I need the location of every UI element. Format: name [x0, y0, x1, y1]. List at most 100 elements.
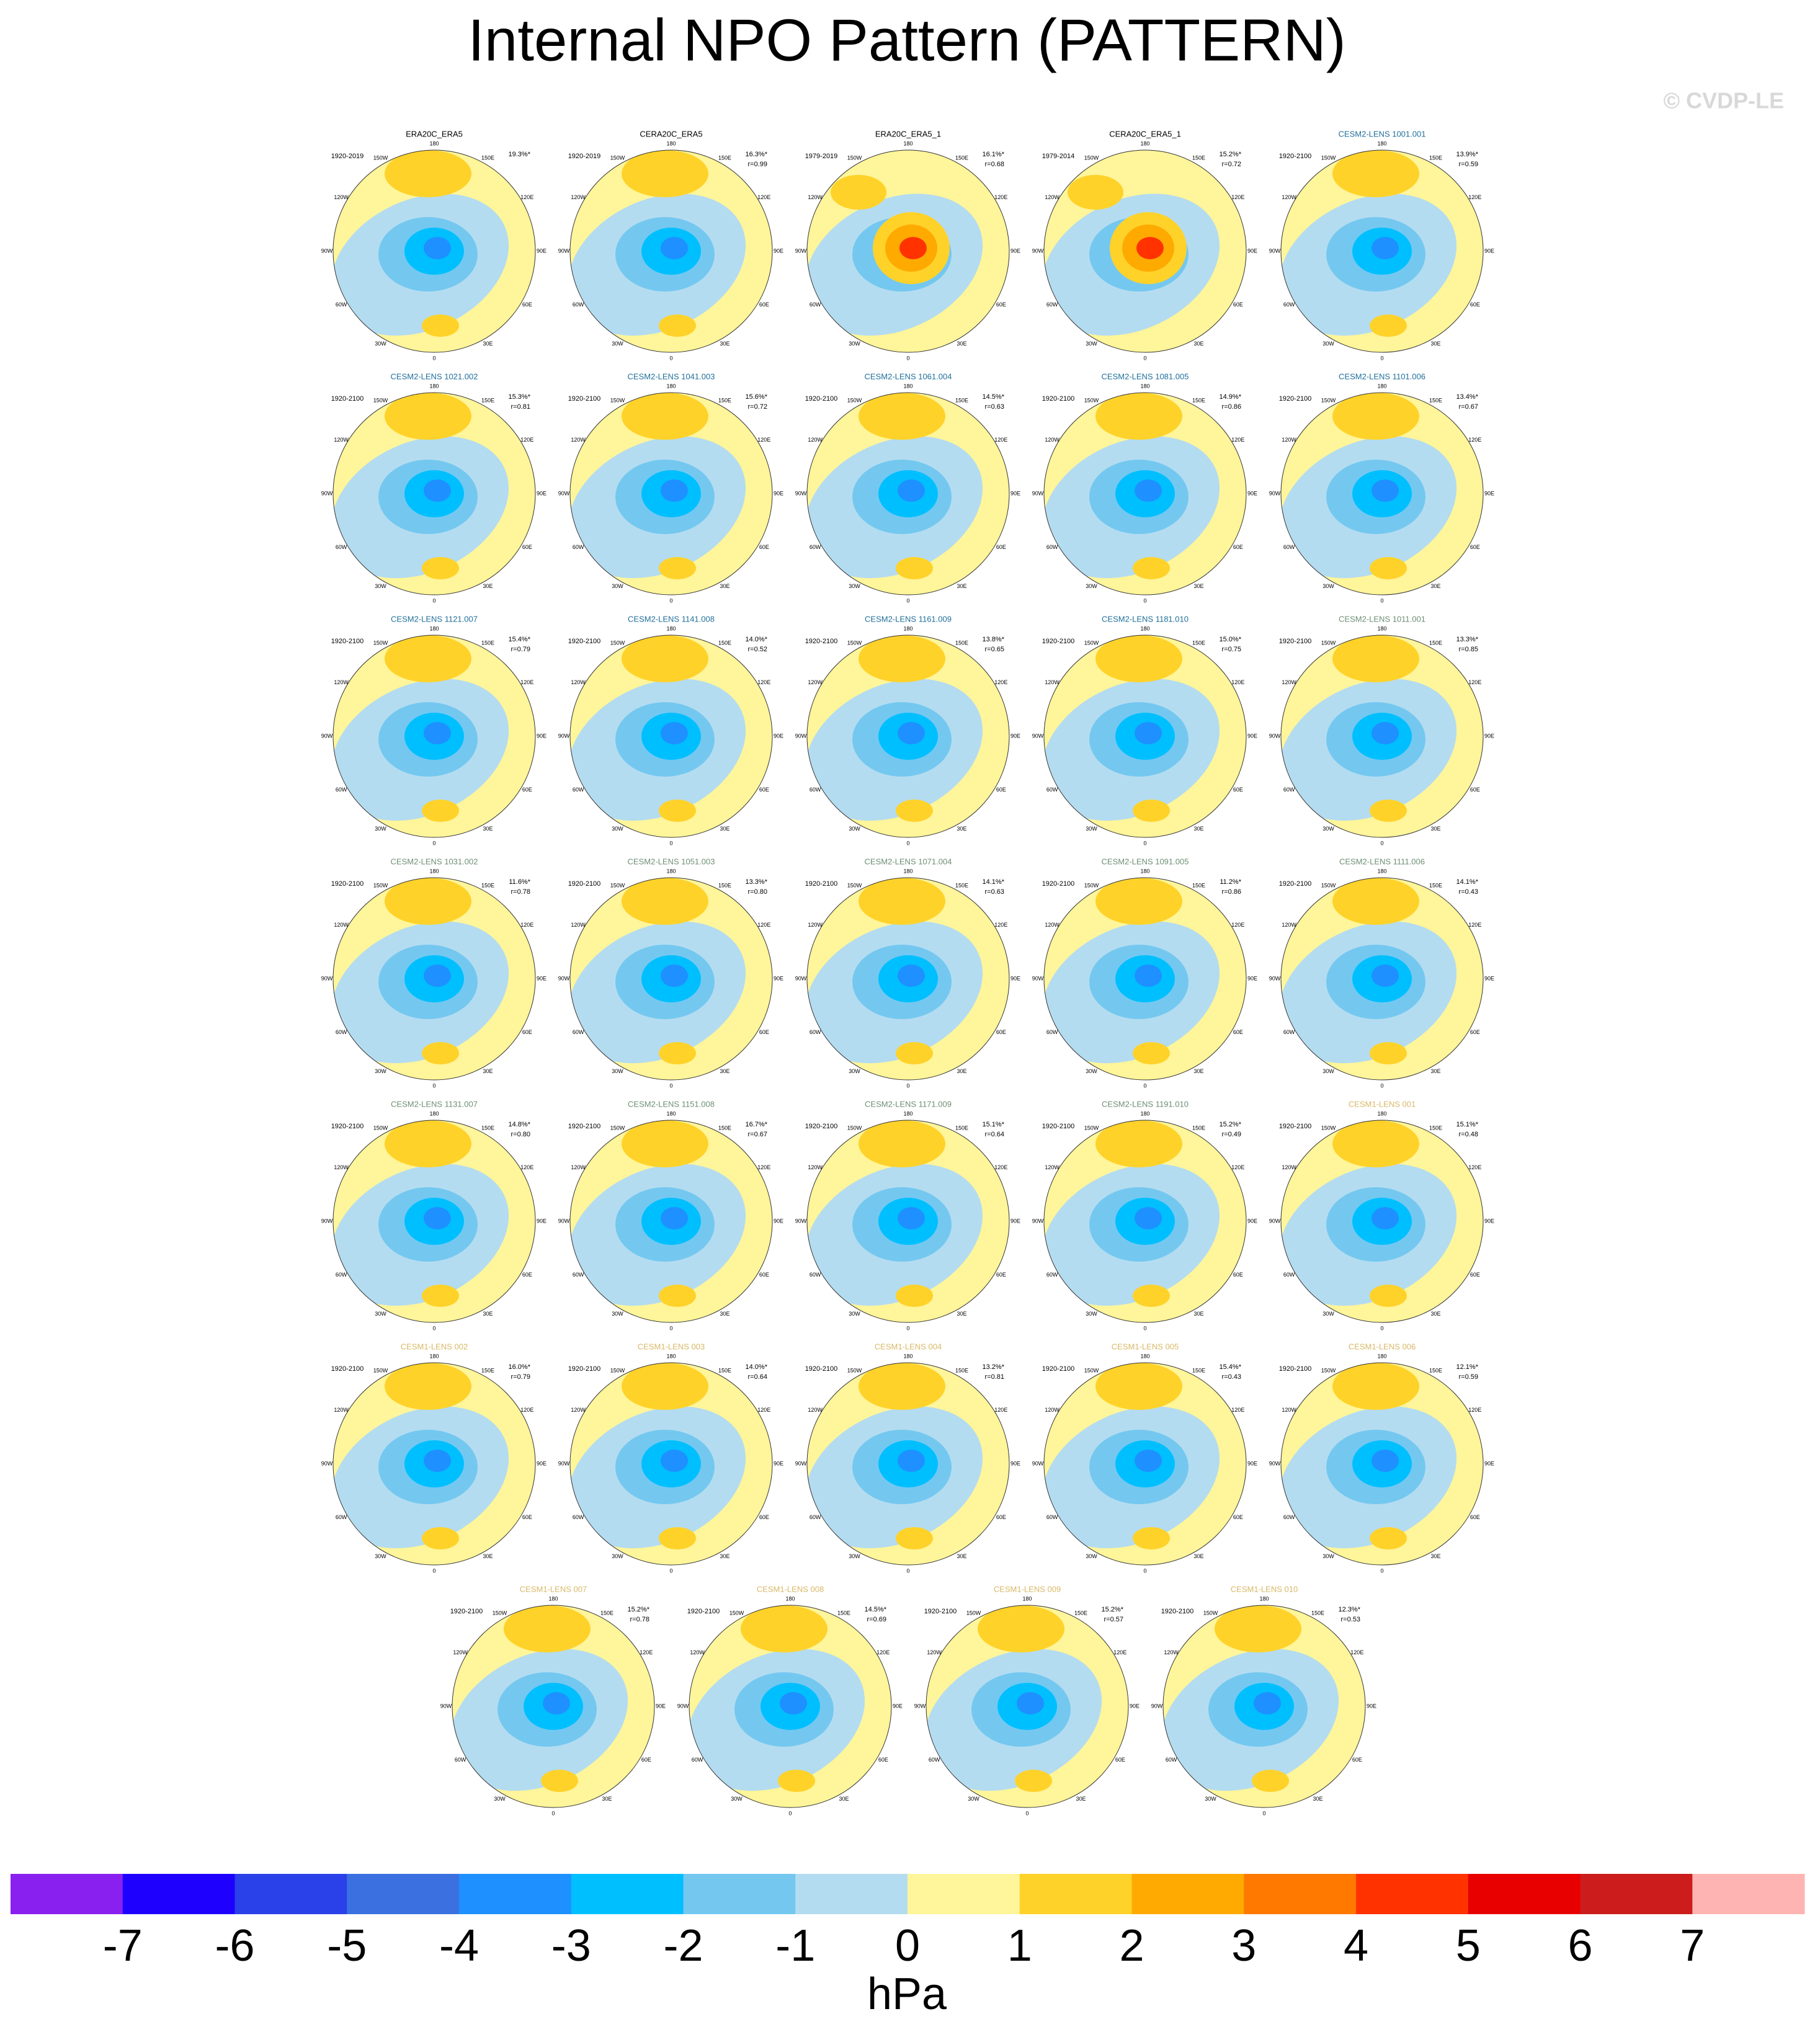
- longitude-label: 150W: [847, 398, 862, 404]
- map-panel: CESM2-LENS 1191.010 1920-2100 15.2%* r=0.49…: [1032, 1099, 1257, 1331]
- longitude-label: 180: [1377, 868, 1386, 874]
- map-panel: CESM2-LENS 1111.006 1920-2100 14.1%* r=0.43…: [1269, 857, 1494, 1089]
- map-field: [926, 1605, 1128, 1807]
- longitude-label: 30E: [720, 1311, 729, 1317]
- longitude-label: 120W: [1045, 1407, 1059, 1413]
- colorbar-tick-label: 4: [1344, 1921, 1368, 1971]
- longitude-label: 90W: [1032, 490, 1044, 496]
- longitude-label: 120E: [1231, 194, 1244, 200]
- positive-region: [385, 878, 471, 925]
- panel-period: 1920-2100: [568, 638, 601, 645]
- longitude-label: 120W: [1045, 1164, 1059, 1170]
- panel-period: 1920-2100: [1279, 880, 1312, 888]
- panel-period: 1920-2100: [924, 1608, 957, 1615]
- longitude-label: 150E: [481, 883, 494, 889]
- longitude-label: 90E: [537, 490, 546, 496]
- longitude-label: 120E: [1468, 1407, 1481, 1413]
- longitude-label: 150W: [847, 640, 862, 646]
- longitude-label: 0: [432, 1082, 435, 1089]
- map-field: [1044, 1363, 1246, 1565]
- negative-region: [424, 1207, 451, 1229]
- longitude-label: 120W: [1282, 679, 1296, 685]
- longitude-label: 60W: [573, 1514, 584, 1520]
- longitude-label: 120E: [1231, 922, 1244, 928]
- longitude-label: 150E: [1429, 640, 1442, 646]
- longitude-label: 60W: [1046, 1514, 1058, 1520]
- longitude-label: 150E: [837, 1610, 850, 1616]
- map-field: [807, 635, 1009, 837]
- longitude-label: 90E: [537, 1218, 546, 1224]
- longitude-label: 150W: [610, 1368, 625, 1374]
- longitude-label: 120W: [334, 679, 349, 685]
- map-field: [333, 1363, 535, 1565]
- longitude-label: 60E: [759, 787, 769, 793]
- map-outline: [452, 1605, 655, 1808]
- longitude-label: 90W: [321, 1460, 333, 1466]
- map-field: [1044, 635, 1246, 837]
- longitude-label: 60E: [996, 1029, 1006, 1035]
- longitude-label: 30W: [1086, 826, 1097, 832]
- map-field: [689, 1605, 891, 1807]
- positive-region: [831, 175, 886, 210]
- longitude-label: 60E: [1233, 787, 1243, 793]
- longitude-label: 120W: [1045, 922, 1059, 928]
- panel-title: CESM2-LENS 1151.008: [628, 1099, 715, 1108]
- longitude-label: 60W: [929, 1757, 940, 1763]
- longitude-label: 30W: [1323, 341, 1334, 347]
- longitude-label: 90W: [321, 490, 333, 496]
- map-panel: CERA20C_ERA5_1 1979-2014 15.2%* r=0.72 0 30E 6…: [1032, 129, 1257, 361]
- longitude-label: 180: [1377, 1110, 1386, 1117]
- panel-correlation: r=0.68: [985, 161, 1005, 168]
- longitude-label: 30E: [1193, 1311, 1203, 1317]
- longitude-label: 60W: [573, 1029, 584, 1035]
- panel-period: 1920-2100: [331, 880, 364, 888]
- map-outline: [1280, 877, 1484, 1081]
- longitude-label: 150W: [373, 1368, 388, 1374]
- longitude-label: 150E: [955, 1125, 968, 1131]
- longitude-label: 150E: [481, 640, 494, 646]
- map-field: [1163, 1605, 1365, 1807]
- panel-variance: 13.3%*: [746, 878, 768, 886]
- longitude-label: 120E: [1231, 679, 1244, 685]
- map-panel: ERA20C_ERA5 1920-2019 19.3%* 0 30E 60E 90E 120E…: [321, 129, 546, 361]
- map-panel: CESM2-LENS 1001.001 1920-2100 13.9%* r=0.59…: [1269, 129, 1494, 361]
- panel-variance: 15.2%*: [1102, 1606, 1124, 1613]
- colorbar-tick-label: 7: [1680, 1921, 1705, 1971]
- map-field: [1044, 150, 1246, 352]
- positive-region: [896, 1042, 933, 1064]
- colorbar-tick-label: -7: [103, 1921, 143, 1971]
- positive-region: [659, 314, 696, 337]
- longitude-label: 120W: [808, 194, 823, 200]
- panel-variance: 15.3%*: [509, 393, 531, 401]
- longitude-label: 30W: [1086, 1553, 1097, 1559]
- panel-variance: 15.6%*: [746, 393, 768, 401]
- longitude-label: 120W: [1045, 194, 1059, 200]
- map-panel: CESM1-LENS 001 1920-2100 15.1%* r=0.48 0 30E 6…: [1269, 1099, 1494, 1331]
- longitude-label: 120E: [994, 679, 1007, 685]
- longitude-label: 60W: [336, 301, 347, 308]
- colorbar-swatch: [11, 1874, 123, 1914]
- colorbar-swatch: [1692, 1874, 1805, 1914]
- panel-period: 1920-2100: [331, 395, 364, 403]
- longitude-label: 90E: [1010, 1460, 1020, 1466]
- map-outline: [1043, 877, 1247, 1081]
- longitude-label: 60W: [810, 1029, 821, 1035]
- longitude-label: 30W: [375, 583, 386, 589]
- longitude-label: 60W: [692, 1757, 703, 1763]
- figure-title: Internal NPO Pattern (PATTERN): [468, 7, 1345, 73]
- longitude-label: 150E: [718, 155, 731, 161]
- longitude-label: 90W: [558, 1218, 570, 1224]
- panel-variance: 13.4%*: [1456, 393, 1479, 401]
- longitude-label: 90E: [1247, 975, 1257, 981]
- negative-region: [1372, 1450, 1399, 1472]
- panel-variance: 16.1%*: [983, 151, 1005, 158]
- longitude-label: 90E: [1010, 1218, 1020, 1224]
- map-outline: [806, 149, 1010, 353]
- panel-title: CESM2-LENS 1191.010: [1102, 1099, 1189, 1108]
- longitude-label: 120W: [808, 1407, 823, 1413]
- map-panel: CESM2-LENS 1161.009 1920-2100 13.8%* r=0.65…: [795, 614, 1020, 846]
- longitude-label: 90W: [1269, 1460, 1281, 1466]
- negative-region: [1254, 1692, 1281, 1714]
- longitude-label: 150W: [1321, 1125, 1336, 1131]
- map-field: [570, 393, 772, 595]
